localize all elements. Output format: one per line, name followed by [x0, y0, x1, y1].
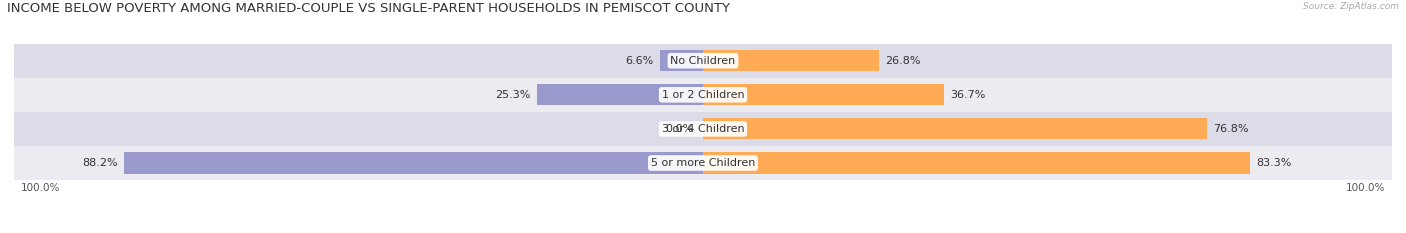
Bar	[703, 118, 1206, 140]
Text: 25.3%: 25.3%	[495, 90, 530, 100]
Text: No Children: No Children	[671, 56, 735, 66]
Bar	[14, 146, 1392, 180]
Text: 3 or 4 Children: 3 or 4 Children	[662, 124, 744, 134]
Text: 26.8%: 26.8%	[886, 56, 921, 66]
Legend: Married Couples, Single Parents: Married Couples, Single Parents	[582, 230, 824, 233]
Text: 36.7%: 36.7%	[950, 90, 986, 100]
Text: 100.0%: 100.0%	[1346, 183, 1385, 193]
Text: 76.8%: 76.8%	[1213, 124, 1249, 134]
Text: 100.0%: 100.0%	[21, 183, 60, 193]
Text: Source: ZipAtlas.com: Source: ZipAtlas.com	[1303, 2, 1399, 11]
Text: 6.6%: 6.6%	[624, 56, 654, 66]
Bar	[537, 84, 703, 105]
Text: 88.2%: 88.2%	[82, 158, 118, 168]
Bar	[14, 44, 1392, 78]
Text: INCOME BELOW POVERTY AMONG MARRIED-COUPLE VS SINGLE-PARENT HOUSEHOLDS IN PEMISCO: INCOME BELOW POVERTY AMONG MARRIED-COUPL…	[7, 2, 730, 15]
Bar	[703, 152, 1250, 174]
Bar	[14, 112, 1392, 146]
Text: 0.0%: 0.0%	[665, 124, 693, 134]
Bar	[703, 50, 879, 71]
Bar	[659, 50, 703, 71]
Bar	[124, 152, 703, 174]
Bar	[14, 78, 1392, 112]
Text: 1 or 2 Children: 1 or 2 Children	[662, 90, 744, 100]
Text: 5 or more Children: 5 or more Children	[651, 158, 755, 168]
Text: 83.3%: 83.3%	[1256, 158, 1292, 168]
Bar	[703, 84, 943, 105]
